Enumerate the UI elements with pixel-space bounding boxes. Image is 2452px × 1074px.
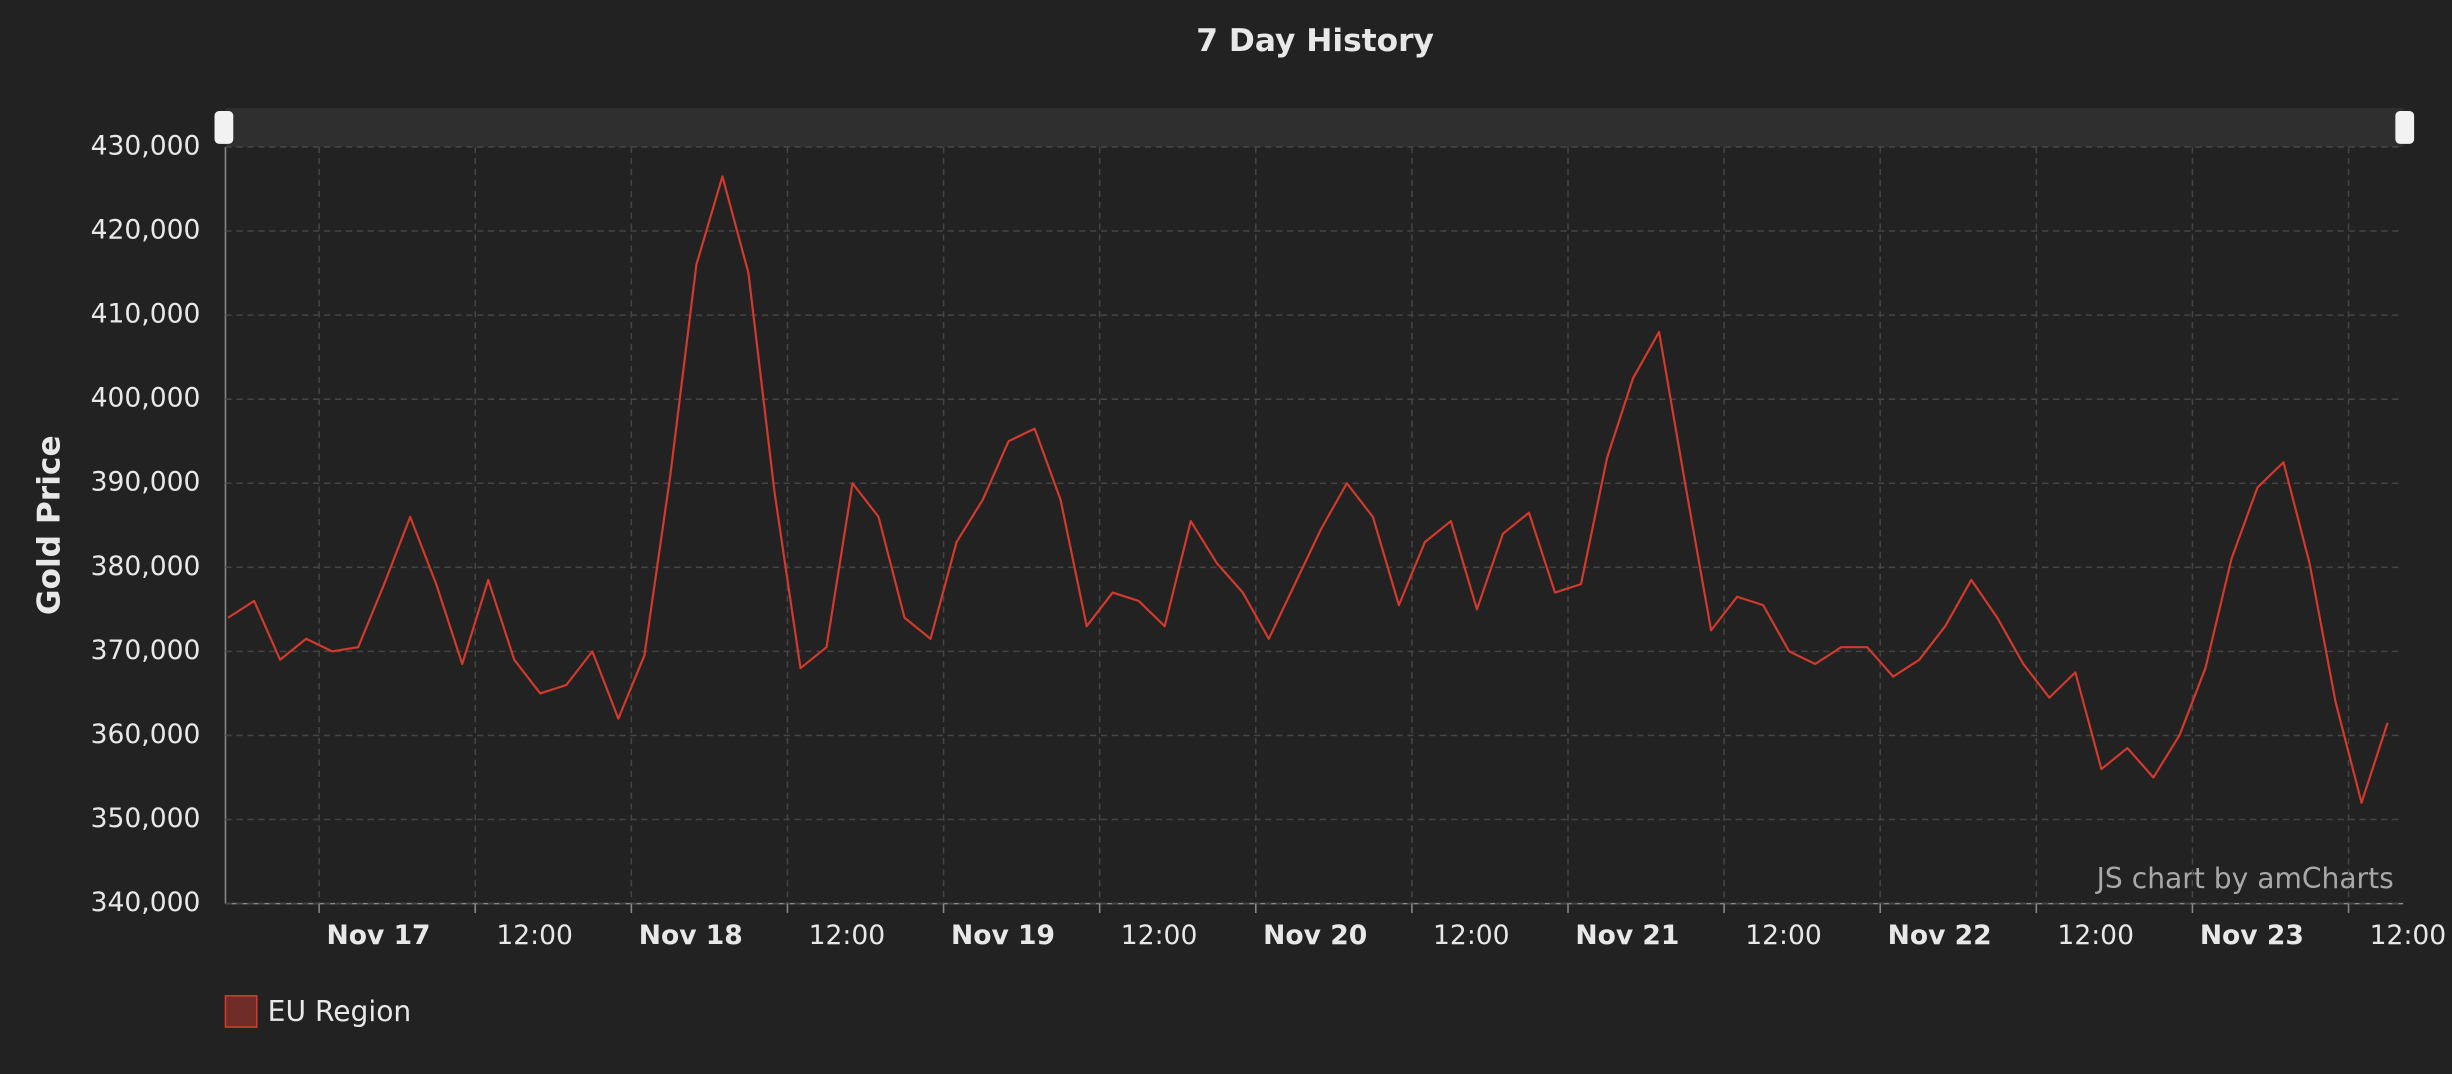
x-tick-label: 12:00 [1745, 920, 1822, 951]
credit[interactable]: JS chart by amCharts [2095, 862, 2394, 895]
legend-label: EU Region [268, 995, 412, 1028]
y-tick-label: 430,000 [91, 130, 201, 161]
x-tick-label: 12:00 [2057, 920, 2134, 951]
scrollbar-handle[interactable] [214, 110, 234, 144]
line [227, 175, 2389, 804]
y-tick-label: 360,000 [91, 719, 201, 750]
x-tick-label: 12:00 [1433, 920, 1510, 951]
y-tick-label: 350,000 [91, 803, 201, 834]
y-tick-label: 380,000 [91, 551, 201, 582]
scrollbar-handle[interactable] [2395, 110, 2415, 144]
scrollbar[interactable] [225, 107, 2404, 147]
x-tick-label: Nov 23 [2200, 920, 2304, 951]
x-tick-label: 12:00 [496, 920, 573, 951]
chart-title: 7 Day History [1196, 23, 1434, 59]
x-tick-label: Nov 18 [639, 920, 743, 951]
y-tick-label: 420,000 [91, 215, 201, 246]
y-axis-title: Gold Price [31, 435, 67, 615]
x-tick-label: Nov 20 [1263, 920, 1367, 951]
y-tick-label: 410,000 [91, 299, 201, 330]
x-tick-label: Nov 17 [327, 920, 431, 951]
x-tick-label: Nov 19 [951, 920, 1055, 951]
y-tick-label: 340,000 [91, 887, 201, 918]
x-tick-label: 12:00 [809, 920, 886, 951]
x-tick-label: 12:00 [1121, 920, 1198, 951]
y-tick-label: 370,000 [91, 635, 201, 666]
x-tick-label: 12:00 [2370, 920, 2447, 951]
x-tick-label: Nov 22 [1888, 920, 1992, 951]
legend-marker [224, 995, 258, 1028]
y-tick-label: 390,000 [91, 467, 201, 498]
y-tick-label: 400,000 [91, 383, 201, 414]
x-tick-label: Nov 21 [1575, 920, 1679, 951]
